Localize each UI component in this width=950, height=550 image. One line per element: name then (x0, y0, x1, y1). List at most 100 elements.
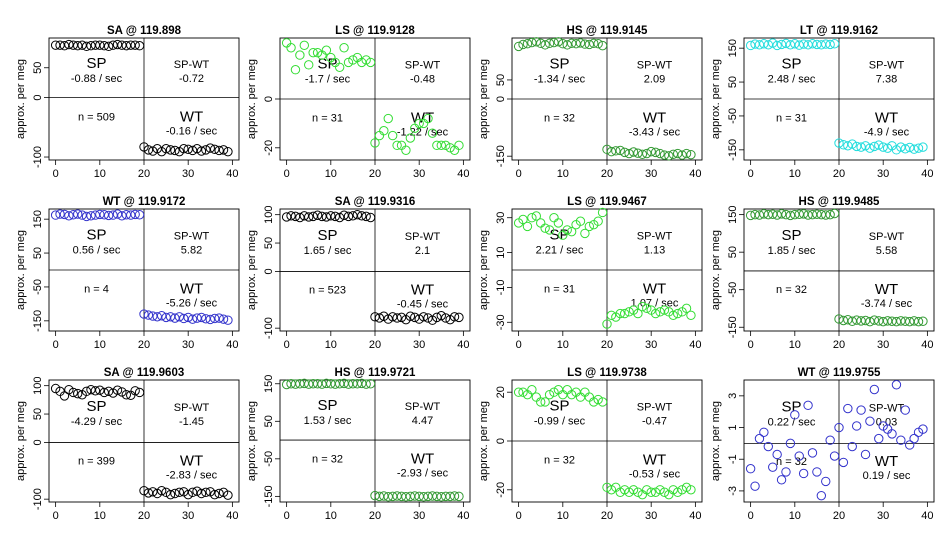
data-point-wt (847, 139, 857, 149)
y-axis-label: approx. per meg (478, 59, 490, 139)
data-point-wt (869, 384, 880, 395)
data-point-sp (73, 388, 83, 399)
panel-title: HS @ 119.9145 (567, 25, 649, 37)
y-tick-label: 150 (32, 210, 44, 228)
panel: WT @ 119.9755 0 10 20 30 40 3 1 -1 -3 approx. per … (710, 367, 935, 522)
y-tick-label: -150 (263, 485, 275, 507)
data-point-wt (615, 145, 625, 156)
data-point-wt (183, 489, 193, 500)
data-point-wt (642, 303, 652, 314)
data-point-wt (860, 449, 871, 460)
data-point-sp (785, 438, 796, 449)
y-tick-label: 100 (263, 205, 275, 223)
data-point-wt (374, 313, 385, 323)
panel-title: SA @ 119.898 (107, 25, 182, 37)
data-point-wt (192, 486, 202, 496)
data-point-sp (807, 448, 818, 458)
spwt-value: -0.47 (642, 415, 667, 427)
data-point-wt (646, 146, 656, 157)
data-point-sp (352, 209, 363, 220)
data-point-sp (527, 385, 537, 395)
data-point-sp (304, 60, 314, 70)
data-point-wt (655, 148, 665, 159)
data-point-wt (427, 128, 438, 138)
y-tick-label: 50 (32, 62, 44, 74)
data-point-wt (223, 315, 233, 325)
data-point-wt (156, 485, 167, 496)
data-point-sp (64, 211, 74, 221)
data-point-sp (348, 55, 358, 65)
panel-title: HS @ 119.9721 (335, 367, 417, 379)
panel: SA @ 119.9603 0 10 20 30 40 100 50 0 -100 approx. … (15, 367, 240, 522)
panel-title: SA @ 119.9603 (104, 367, 184, 379)
data-point-sp (812, 467, 822, 477)
wt-rate: -5.26 / sec (166, 297, 218, 309)
data-point-sp (330, 211, 340, 222)
x-tick-label: 20 (601, 339, 613, 351)
y-tick-label: -150 (32, 310, 44, 332)
panel: SA @ 119.9316 0 10 20 30 40 100 50 0 -100 approx. … (246, 196, 471, 351)
y-tick-label: 30 (495, 212, 507, 224)
data-point-sp (286, 43, 296, 53)
x-tick-label: 40 (457, 168, 469, 180)
spwt-value: -0.48 (410, 73, 435, 85)
data-point-sp (593, 216, 603, 226)
y-tick-label: -10 (495, 279, 507, 295)
x-tick-label: 30 (413, 339, 425, 351)
data-point-wt (196, 312, 207, 323)
data-point-sp (803, 400, 813, 411)
x-tick-label: 40 (226, 510, 238, 522)
y-tick-label: 50 (32, 408, 44, 420)
data-point-wt (187, 487, 198, 498)
data-point-sp (593, 394, 603, 405)
sp-label: SP (86, 398, 106, 415)
wt-label: WT (411, 109, 434, 126)
data-point-sp (326, 211, 336, 221)
x-tick-label: 30 (182, 168, 194, 180)
wt-label: WT (875, 109, 898, 126)
sp-rate: 2.21 / sec (536, 244, 584, 256)
wt-rate: -3.74 / sec (861, 298, 913, 310)
data-point-sp (513, 387, 524, 397)
data-point-sp (776, 209, 787, 219)
data-point-wt (611, 146, 621, 156)
data-point-sp (73, 209, 83, 219)
y-tick-label: 50 (727, 76, 739, 88)
data-point-wt (628, 147, 639, 157)
n-count: n = 4 (84, 283, 109, 295)
data-point-sp (807, 39, 818, 49)
panel: HS @ 119.9721 0 10 20 30 40 150 50 -50 -150 approx… (246, 367, 471, 522)
data-point-wt (896, 435, 906, 445)
spwt-value: -1.45 (179, 416, 204, 428)
data-point-wt (449, 491, 460, 501)
data-point-sp (121, 390, 132, 400)
wt-label: WT (411, 451, 434, 468)
data-point-wt (165, 489, 176, 500)
data-point-wt (196, 488, 207, 499)
data-point-wt (913, 143, 924, 153)
data-point-sp (513, 41, 524, 52)
y-axis-label: approx. per meg (478, 230, 490, 310)
data-point-sp (95, 40, 105, 50)
data-point-sp (536, 218, 546, 228)
data-point-wt (672, 308, 683, 319)
data-point-sp (776, 475, 787, 485)
data-point-wt (891, 380, 902, 390)
x-tick-label: 30 (645, 510, 657, 522)
y-tick-label: -50 (727, 108, 739, 124)
data-point-wt (918, 316, 928, 326)
x-tick-label: 0 (284, 168, 290, 180)
y-tick-label: -150 (727, 316, 739, 338)
data-point-sp (527, 213, 537, 223)
sp-label: SP (317, 227, 337, 244)
x-tick-label: 40 (689, 168, 701, 180)
data-point-sp (580, 387, 590, 397)
data-point-wt (672, 487, 683, 497)
data-point-wt (834, 138, 844, 148)
data-point-wt (387, 130, 398, 141)
data-point-wt (913, 316, 924, 327)
data-point-wt (440, 140, 451, 151)
data-point-sp (794, 451, 804, 461)
data-point-wt (454, 312, 464, 323)
